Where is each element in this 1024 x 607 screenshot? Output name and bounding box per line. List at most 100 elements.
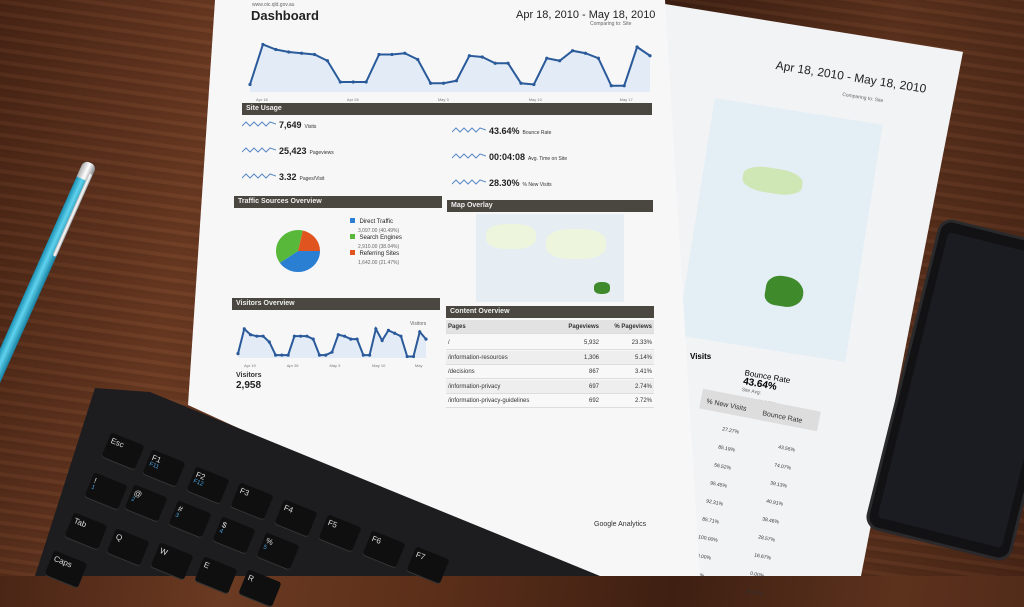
usage-metric: 00:04:08 Avg. Time on Site: [452, 152, 567, 162]
key-label: F6: [370, 534, 383, 546]
key-fn-label: 2: [130, 496, 136, 504]
visitors-chart-x-tick: Apr 26: [287, 363, 300, 368]
visitors-chart-point: [349, 337, 353, 341]
page-path: /decisions: [448, 369, 475, 375]
metric-label: Pages/Visit: [299, 176, 325, 182]
visitors-chart-point: [324, 353, 328, 357]
key-fn-label: F12: [192, 478, 205, 488]
visitors-chart-point: [292, 334, 296, 338]
visitors-chart-point: [411, 354, 416, 359]
visitors-chart-point: [342, 334, 347, 338]
visitors-chart-point: [248, 333, 253, 337]
pageviews: 1,306: [583, 354, 599, 361]
usage-metric: 7,649 Visits: [242, 120, 316, 130]
visitors-chart-x-tick: May: [415, 363, 423, 368]
main-chart-point: [248, 82, 252, 87]
main-chart-point: [545, 56, 549, 60]
legend-swatch: [350, 234, 355, 239]
visitors-chart-x-tick: May 10: [372, 363, 386, 368]
usage-metric: 3.32 Pages/Visit: [242, 172, 324, 182]
sparkline-icon: [452, 127, 486, 133]
visitors-label: Visitors: [236, 372, 262, 379]
visitors-chart-point: [330, 350, 334, 354]
key-label: R: [246, 573, 256, 584]
key-fn-label: 1: [90, 484, 96, 492]
table-row: / 5,932 23.33%: [446, 336, 654, 350]
visitors-chart-point: [261, 334, 265, 338]
sparkline-icon: [242, 147, 276, 153]
main-chart-point: [519, 81, 523, 85]
visitors-chart-point: [424, 337, 428, 341]
content-overview-header: Content Overview: [446, 306, 654, 318]
pageviews: 867: [588, 369, 599, 375]
site-url: www.oic.qld.gov.au: [252, 2, 295, 8]
page-path: /information-resources: [448, 354, 508, 361]
main-chart-x-tick: May 3: [438, 97, 450, 102]
usage-metric: 43.64% Bounce Rate: [452, 126, 551, 136]
page-path: /: [448, 340, 450, 346]
legend-label: Direct Traffic: [359, 219, 394, 225]
metric-value: 7,649: [279, 120, 302, 130]
metric-label: Visits: [304, 124, 317, 130]
pageviews: 692: [588, 398, 599, 404]
bounce-rate-cell: 0.00%: [749, 570, 765, 580]
visitors-chart-point: [242, 327, 246, 331]
main-chart-point: [467, 54, 471, 58]
legend-swatch: [350, 250, 355, 255]
visitors-chart-point: [368, 353, 372, 357]
visitors-chart-point: [286, 353, 290, 357]
page-path: /information-privacy-guidelines: [448, 398, 530, 404]
main-chart-point: [390, 52, 394, 57]
metric-value: 3.32: [279, 172, 297, 182]
key-label: E: [202, 560, 211, 571]
main-chart-x-tick: May 17: [620, 97, 634, 102]
pie-slice: [276, 230, 303, 263]
key-label: F5: [326, 518, 339, 530]
visitors-chart-point: [393, 331, 397, 335]
main-chart-point: [635, 45, 639, 49]
main-chart-area: [250, 44, 650, 92]
visitors-chart-point: [380, 338, 384, 343]
key-label: Caps: [52, 554, 74, 570]
visitors-chart-point: [336, 333, 340, 337]
metric-label: Avg. Time on Site: [528, 156, 568, 162]
legend-label: Search Engines: [359, 235, 402, 241]
pct-pageviews: 23.33%: [631, 340, 652, 346]
visits-header: Visits: [690, 352, 712, 361]
key-label: W: [158, 546, 169, 558]
key-label: F4: [282, 503, 295, 515]
visitors-chart-point: [311, 337, 315, 341]
main-chart-point: [596, 56, 600, 60]
legend-item: Direct Traffic 3,097.00 (40.49%): [350, 216, 399, 234]
pageviews: 5,932: [583, 340, 599, 346]
main-chart-point: [609, 84, 613, 88]
main-chart-x-tick: Apr 26: [347, 97, 360, 102]
main-chart-point: [274, 47, 278, 52]
visitors-chart-point: [305, 334, 309, 338]
table-row: /information-privacy 697 2.74%: [446, 379, 654, 394]
metric-label: Pageviews: [309, 150, 334, 156]
pageviews: 697: [588, 383, 599, 390]
bounce-rate-cell: 80.00%: [745, 588, 764, 598]
usage-metric: 28.30% % New Visits: [452, 178, 552, 188]
key-fn-label: 3: [174, 512, 180, 520]
visitors-chart-point: [361, 353, 365, 357]
main-chart-x-tick: Apr 18: [256, 97, 269, 102]
visitors-value: 2,958: [236, 380, 262, 391]
pct-pageviews: 2.74%: [634, 383, 652, 390]
key-label: Q: [114, 532, 124, 543]
pie-slice: [279, 251, 320, 272]
key-label: Esc: [109, 436, 126, 450]
main-chart-point: [558, 59, 562, 63]
australia-highlight: [594, 282, 610, 294]
col-pages: Pages: [448, 324, 466, 330]
main-chart-point: [570, 49, 575, 53]
main-chart-point: [532, 82, 536, 87]
pct-pageviews: 5.14%: [634, 354, 652, 361]
visitors-line-chart: Apr 19 Apr 26 May 3 May 10 May: [236, 326, 428, 368]
col-pageviews: Pageviews: [568, 324, 599, 330]
main-chart-point: [351, 80, 355, 84]
main-chart-point: [583, 51, 588, 55]
main-chart-point: [300, 51, 304, 55]
key-label: F7: [414, 550, 427, 562]
